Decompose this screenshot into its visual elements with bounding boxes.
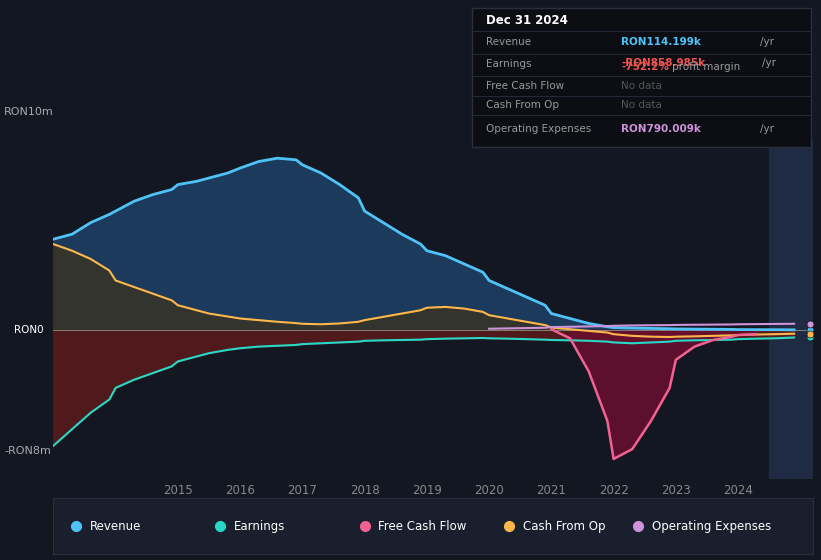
Bar xyxy=(769,140,813,479)
Text: RON0: RON0 xyxy=(15,325,44,335)
Text: /yr: /yr xyxy=(760,124,774,134)
Text: Earnings: Earnings xyxy=(234,520,286,533)
Text: Free Cash Flow: Free Cash Flow xyxy=(378,520,467,533)
Text: Operating Expenses: Operating Expenses xyxy=(652,520,771,533)
Text: Cash From Op: Cash From Op xyxy=(523,520,605,533)
Text: Operating Expenses: Operating Expenses xyxy=(486,124,591,134)
Text: RON10m: RON10m xyxy=(4,107,54,117)
Text: -752.2%: -752.2% xyxy=(621,62,669,72)
Text: Cash From Op: Cash From Op xyxy=(486,100,558,110)
Text: Revenue: Revenue xyxy=(89,520,141,533)
Text: Earnings: Earnings xyxy=(486,59,531,69)
Text: RON790.009k: RON790.009k xyxy=(621,124,701,134)
Text: Revenue: Revenue xyxy=(486,38,530,47)
Text: -RON8m: -RON8m xyxy=(4,446,51,456)
Text: No data: No data xyxy=(621,81,663,91)
Text: /yr: /yr xyxy=(760,38,774,47)
Text: No data: No data xyxy=(621,100,663,110)
Text: Free Cash Flow: Free Cash Flow xyxy=(486,81,564,91)
Text: Dec 31 2024: Dec 31 2024 xyxy=(486,13,567,27)
Text: -RON858.985k: -RON858.985k xyxy=(621,58,705,68)
Text: profit margin: profit margin xyxy=(672,62,741,72)
Text: /yr: /yr xyxy=(762,58,776,68)
Text: RON114.199k: RON114.199k xyxy=(621,38,701,47)
